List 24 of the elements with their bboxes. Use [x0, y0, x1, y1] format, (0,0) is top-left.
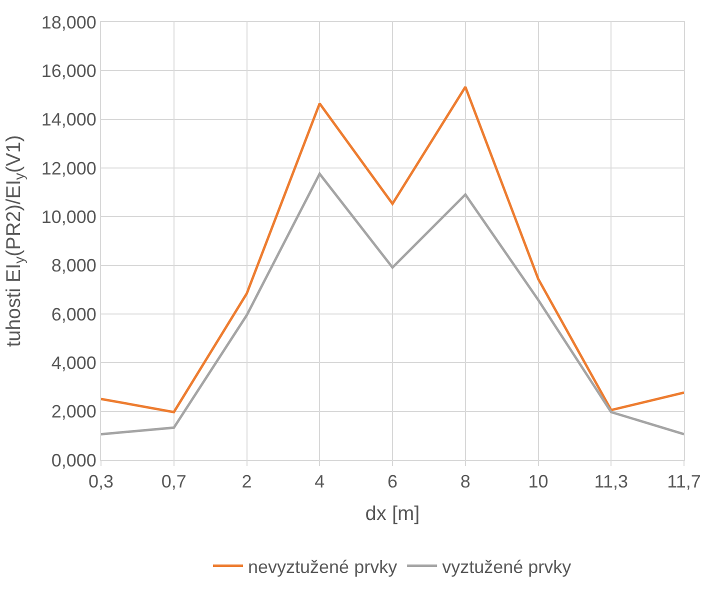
- y-tick-label: 10,000: [41, 206, 96, 227]
- y-tick-label: 6,000: [51, 304, 96, 324]
- y-tick-label: 8,000: [51, 256, 96, 276]
- x-tick-label: 11,7: [667, 472, 701, 492]
- x-tick-label: 0,3: [88, 472, 114, 492]
- x-axis-title: dx [m]: [365, 503, 420, 526]
- y-tick-label: 4,000: [51, 352, 96, 373]
- x-tick-label: 2: [242, 472, 252, 492]
- line-series: [101, 172, 684, 436]
- x-tick-label: 10: [528, 472, 548, 492]
- y-tick-label: 2,000: [51, 402, 96, 422]
- y-tick-label: 0,000: [51, 450, 96, 470]
- y-tick-label: 12,000: [41, 158, 96, 178]
- legend-label: nevyztužené prvky: [248, 556, 398, 577]
- x-tick-label: 8: [460, 472, 470, 492]
- x-tick-label: 0,7: [161, 472, 186, 492]
- legend-label: vyztužené prvky: [442, 556, 572, 577]
- y-tick-label: 16,000: [41, 60, 96, 81]
- x-tick-label: 6: [387, 472, 398, 492]
- y-tick-label: 14,000: [41, 110, 96, 130]
- x-tick-label: 4: [314, 472, 325, 492]
- x-tick-label: 11,3: [594, 472, 628, 492]
- line-series: [101, 86, 684, 414]
- y-tick-label: 18,000: [41, 12, 96, 32]
